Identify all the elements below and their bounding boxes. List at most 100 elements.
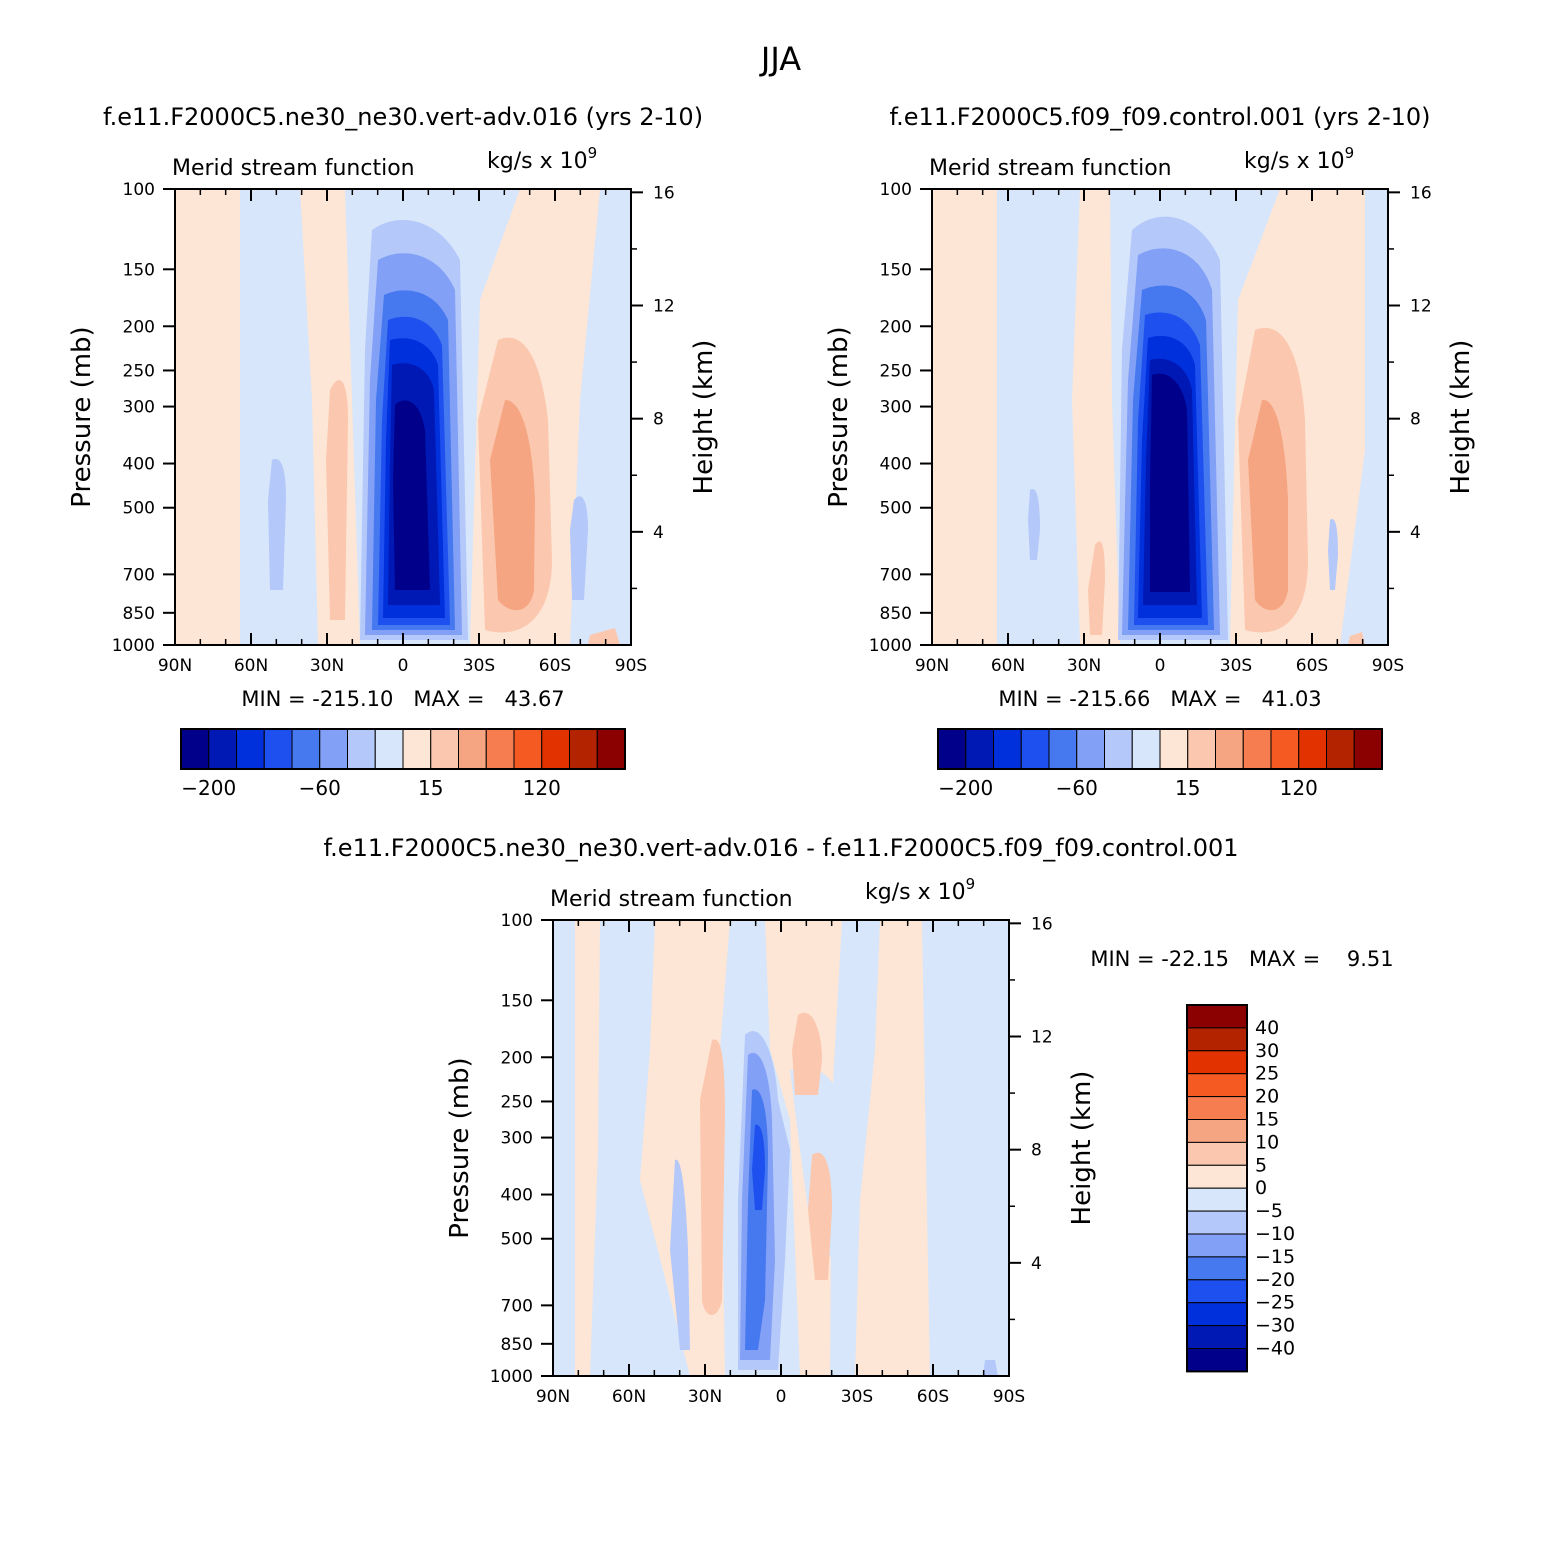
colorbar-swatch [1186, 1187, 1248, 1212]
colorbar-label: −15 [1255, 1246, 1295, 1268]
pressure-tick-label: 100 [501, 911, 533, 931]
colorbar-swatch [1326, 728, 1355, 770]
lat-tick-label: 60S [539, 656, 571, 676]
pressure-tick-label: 150 [501, 991, 533, 1011]
figure-title: JJA [759, 40, 801, 78]
axis-top-left: 100 150 200 250 300 400 500 700 850 1000 16 12 8 4 90N… [112, 180, 675, 676]
colorbar-swatch [1298, 728, 1327, 770]
colorbar-label: 20 [1255, 1086, 1279, 1108]
lat-tick-label: 30N [1067, 656, 1101, 676]
pressure-tick-label: 300 [123, 398, 155, 418]
pressure-tick-label: 850 [123, 604, 155, 624]
colorbar-swatch [1270, 728, 1300, 770]
colorbar-swatch [347, 728, 376, 770]
lat-tick-label: 60S [917, 1387, 949, 1407]
colorbar-label: 120 [523, 776, 561, 800]
pressure-tick-label: 300 [880, 398, 912, 418]
subtitle-right-top-left: kg/s x 109 [487, 144, 597, 174]
colorbar-swatch [596, 728, 626, 770]
lat-tick-label: 0 [398, 656, 409, 676]
contour-negative-7 [1150, 373, 1190, 592]
pressure-tick-label: 700 [880, 565, 912, 585]
subtitle-left-top-left: Merid stream function [172, 156, 415, 181]
lat-tick-label: 60N [234, 656, 268, 676]
contour-negative-sh-band [830, 920, 880, 1376]
colorbar-swatch [1076, 728, 1105, 770]
ylabel-left-top-left: Pressure (mb) [67, 326, 97, 507]
pressure-tick-label: 1000 [112, 636, 155, 656]
height-tick-label: 4 [653, 523, 664, 543]
colorbar-label: 15 [418, 776, 443, 800]
colorbar-swatch [430, 728, 459, 770]
contour-negative-nh [1028, 489, 1040, 560]
lat-tick-label: 60N [991, 656, 1025, 676]
lat-tick-label: 90N [536, 1387, 570, 1407]
pressure-tick-label: 200 [501, 1048, 533, 1068]
pressure-tick-label: 850 [880, 604, 912, 624]
colorbar-swatch [1186, 1119, 1248, 1143]
ylabel-left-bottom: Pressure (mb) [445, 1057, 475, 1238]
colorbar-swatch [965, 728, 994, 770]
colorbar-label: −40 [1255, 1338, 1295, 1360]
colorbar-swatch [263, 728, 293, 770]
panel-title-top-left: f.e11.F2000C5.ne30_ne30.vert-adv.016 (yr… [103, 103, 703, 131]
lat-tick-label: 30S [1220, 656, 1252, 676]
lat-tick-label: 90S [993, 1387, 1025, 1407]
colorbar-label: −200 [181, 776, 236, 800]
colorbar-label: 25 [1255, 1063, 1279, 1085]
lat-tick-label: 30S [841, 1387, 873, 1407]
height-tick-label: 12 [1031, 1028, 1053, 1048]
colorbar-swatch [374, 728, 404, 770]
colorbar-label: 15 [1175, 776, 1200, 800]
colorbar-swatch [1186, 1027, 1248, 1052]
contour-positive-sh-3 [1248, 399, 1288, 611]
lat-tick-label: 0 [1155, 656, 1166, 676]
colorbar-swatch [1131, 728, 1161, 770]
colorbar-top-right: −200 −60 15 120 [937, 728, 1383, 800]
colorbar-swatch [291, 728, 321, 770]
contour-negative-sh-wide [922, 920, 1009, 1376]
lat-tick-label: 30N [688, 1387, 722, 1407]
colorbar-label: 120 [1280, 776, 1318, 800]
lat-tick-label: 60N [612, 1387, 646, 1407]
contour-negative-7 [393, 400, 430, 590]
colorbar-swatch [402, 728, 432, 770]
contour-negative-4 [752, 1124, 765, 1210]
contour-positive-nh-2 [1088, 541, 1105, 635]
contour-negative-nh-edge [553, 920, 575, 1376]
colorbar-swatch [485, 728, 515, 770]
colorbar-swatch [1242, 728, 1272, 770]
colorbar-swatch [319, 728, 348, 770]
pressure-tick-label: 850 [501, 1335, 533, 1355]
colorbar-swatch [541, 728, 570, 770]
height-tick-label: 8 [1031, 1141, 1042, 1161]
pressure-tick-label: 1000 [490, 1367, 533, 1387]
pressure-tick-label: 250 [501, 1092, 533, 1112]
stats-top-right: MIN = -215.66 MAX = 41.03 [998, 687, 1321, 711]
colorbar-swatch [1186, 1325, 1248, 1349]
colorbar-swatch [180, 728, 210, 770]
contour-positive-nh-2 [326, 380, 348, 620]
pressure-tick-label: 100 [123, 180, 155, 200]
height-tick-label: 8 [1410, 410, 1421, 430]
pressure-tick-label: 200 [123, 317, 155, 337]
colorbar-label: 30 [1255, 1040, 1279, 1062]
colorbar-label: 0 [1255, 1177, 1267, 1199]
contour-negative-nh-band [590, 920, 690, 1376]
colorbar-label: 10 [1255, 1131, 1279, 1153]
contour-field-bottom [553, 920, 1009, 1376]
lat-tick-label: 30S [463, 656, 495, 676]
pressure-tick-label: 150 [123, 260, 155, 280]
pressure-tick-label: 700 [501, 1296, 533, 1316]
colorbar-swatch [208, 728, 237, 770]
height-tick-label: 12 [653, 297, 675, 317]
pressure-tick-label: 500 [880, 499, 912, 519]
pressure-tick-label: 500 [123, 499, 155, 519]
pressure-tick-label: 700 [123, 565, 155, 585]
stats-bottom: MIN = -22.15 MAX = 9.51 [1090, 947, 1393, 971]
colorbar-label: −5 [1255, 1200, 1283, 1222]
colorbar-swatch [993, 728, 1022, 770]
lat-tick-label: 0 [776, 1387, 787, 1407]
colorbar-swatch [236, 728, 265, 770]
colorbar-swatch [1353, 728, 1383, 770]
